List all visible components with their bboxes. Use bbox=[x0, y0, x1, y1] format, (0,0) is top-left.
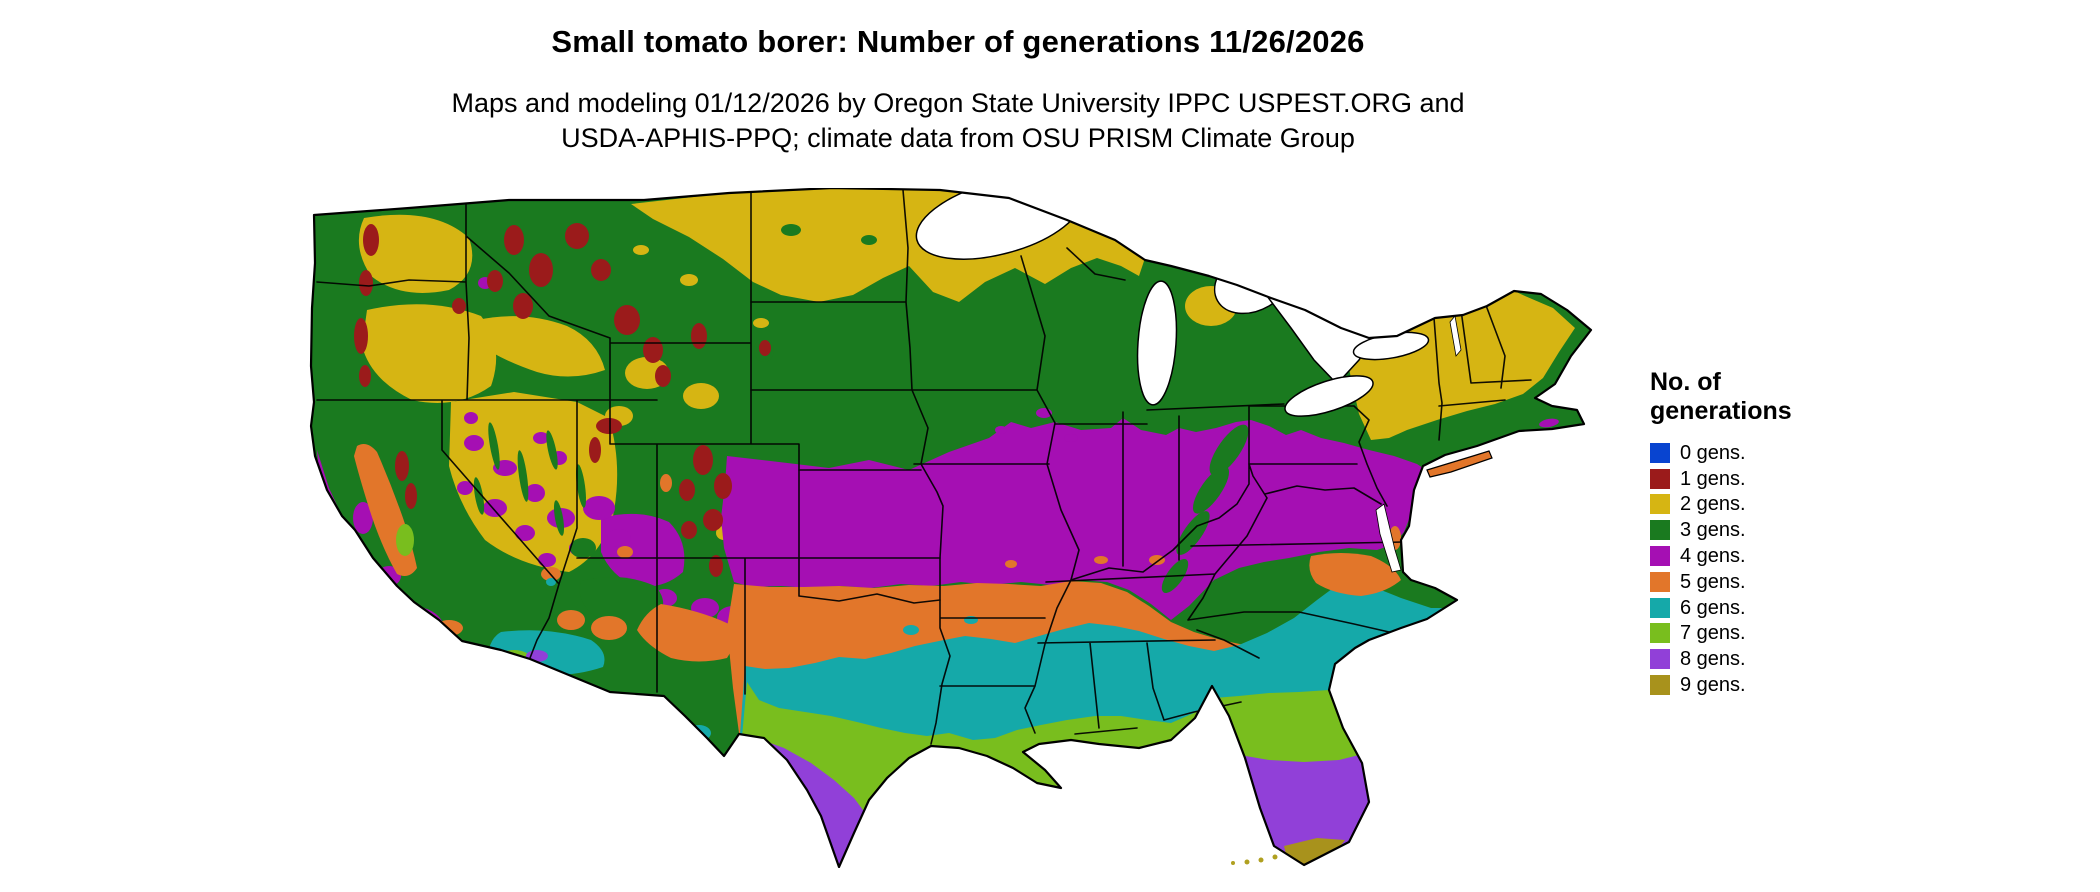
legend-item: 6 gens. bbox=[1650, 595, 1890, 621]
legend-swatch bbox=[1650, 442, 1670, 463]
legend-item: 3 gens. bbox=[1650, 517, 1890, 543]
legend-item-label: 7 gens. bbox=[1680, 622, 1746, 645]
legend-swatch bbox=[1650, 468, 1670, 489]
legend-swatch bbox=[1650, 623, 1670, 644]
map-layer-3-gens-ranges bbox=[473, 224, 1249, 621]
long-island bbox=[1426, 450, 1493, 478]
page-subtitle: Maps and modeling 01/12/2026 by Oregon S… bbox=[0, 86, 1916, 156]
legend-item: 2 gens. bbox=[1650, 492, 1890, 518]
legend-item: 1 gens. bbox=[1650, 466, 1890, 492]
legend-item-label: 2 gens. bbox=[1680, 493, 1746, 516]
legend-swatch bbox=[1650, 546, 1670, 567]
legend-item: 8 gens. bbox=[1650, 646, 1890, 672]
legend-item-label: 0 gens. bbox=[1680, 441, 1746, 464]
legend-swatch bbox=[1650, 675, 1670, 696]
legend-item-label: 6 gens. bbox=[1680, 596, 1746, 619]
subtitle-line-2: USDA-APHIS-PPQ; climate data from OSU PR… bbox=[561, 123, 1355, 153]
state-borders bbox=[316, 188, 1532, 745]
legend-item-label: 4 gens. bbox=[1680, 545, 1746, 568]
legend-item-label: 9 gens. bbox=[1680, 674, 1746, 697]
legend-item-label: 8 gens. bbox=[1680, 648, 1746, 671]
legend-items: 0 gens. 1 gens. 2 gens. 3 gens. 4 gens. 5 gen… bbox=[1650, 440, 1890, 698]
legend-title: No. of generations bbox=[1650, 368, 1890, 426]
legend-item: 4 gens. bbox=[1650, 543, 1890, 569]
subtitle-line-1: Maps and modeling 01/12/2026 by Oregon S… bbox=[451, 88, 1465, 118]
map-layer-1-gens bbox=[354, 223, 771, 577]
legend-swatch bbox=[1650, 494, 1670, 515]
legend-title-line-1: No. of bbox=[1650, 368, 1721, 396]
page-title: Small tomato borer: Number of generation… bbox=[551, 24, 1365, 59]
legend-item-label: 5 gens. bbox=[1680, 570, 1746, 593]
legend-title-line-2: generations bbox=[1650, 397, 1792, 425]
legend-swatch bbox=[1650, 520, 1670, 541]
map-layer-9-gens bbox=[1284, 838, 1345, 867]
us-generations-map bbox=[309, 186, 1594, 869]
legend-swatch bbox=[1650, 571, 1670, 592]
legend-item: 5 gens. bbox=[1650, 569, 1890, 595]
legend-swatch bbox=[1650, 649, 1670, 670]
us-map-svg bbox=[309, 186, 1593, 869]
legend-swatch bbox=[1650, 597, 1670, 618]
map-legend: No. of generations 0 gens. 1 gens. 2 gens.… bbox=[1650, 368, 1890, 698]
florida-keys bbox=[1231, 854, 1278, 865]
legend-item: 9 gens. bbox=[1650, 672, 1890, 698]
legend-item: 7 gens. bbox=[1650, 621, 1890, 647]
us-outline bbox=[309, 186, 1593, 869]
legend-item-label: 3 gens. bbox=[1680, 519, 1746, 542]
legend-item: 0 gens. bbox=[1650, 440, 1890, 466]
map-layer-5-gens-coastal bbox=[1309, 553, 1401, 596]
legend-item-label: 1 gens. bbox=[1680, 467, 1746, 490]
